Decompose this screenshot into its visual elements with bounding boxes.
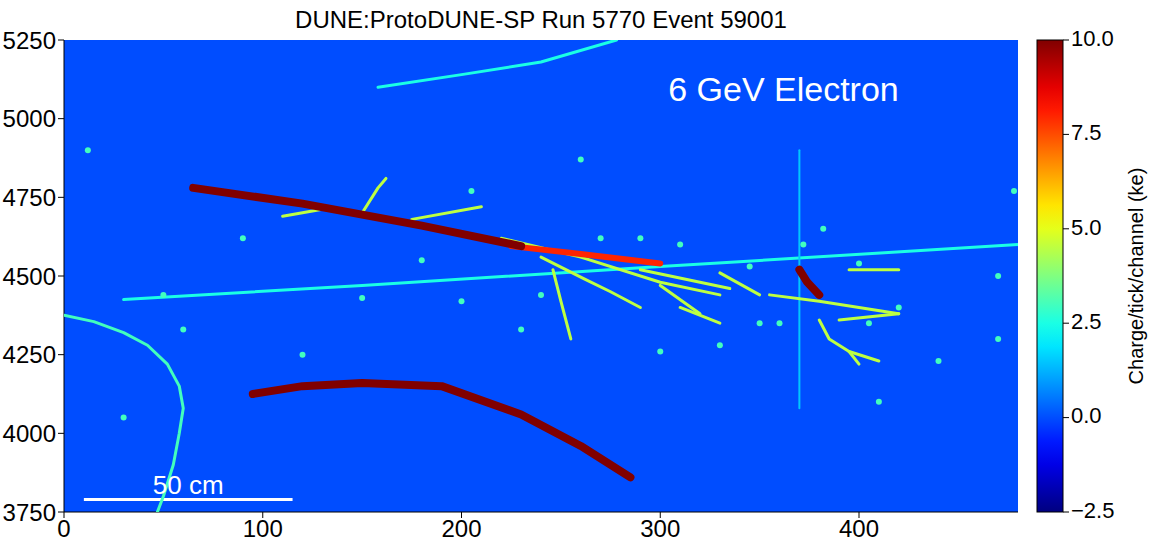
svg-text:10.0: 10.0 — [1071, 26, 1114, 51]
svg-text:4000: 4000 — [3, 420, 56, 447]
html-text:DUNE:ProtoDUNE-SP Run 5770 Eve: DUNE:ProtoDUNE-SP Run 5770 Event 59001 — [295, 6, 787, 33]
svg-text:400: 400 — [839, 515, 879, 542]
svg-text:4250: 4250 — [3, 341, 56, 368]
svg-text:100: 100 — [243, 515, 283, 542]
svg-text:300: 300 — [640, 515, 680, 542]
svg-text:2.5: 2.5 — [1071, 309, 1102, 334]
svg-text:200: 200 — [441, 515, 481, 542]
svg-text:0.0: 0.0 — [1071, 403, 1102, 428]
svg-text:3750: 3750 — [3, 499, 56, 526]
svg-text:4750: 4750 — [3, 184, 56, 211]
svg-text:−2.5: −2.5 — [1071, 498, 1114, 523]
svg-text:5.0: 5.0 — [1071, 215, 1102, 240]
svg-text:Charge/tick/channel (ke): Charge/tick/channel (ke) — [1125, 168, 1147, 385]
svg-text:50 cm: 50 cm — [153, 470, 224, 500]
svg-text:6 GeV Electron: 6 GeV Electron — [668, 70, 899, 108]
svg-text:5000: 5000 — [3, 105, 56, 132]
svg-text:0: 0 — [57, 515, 70, 542]
svg-text:5250: 5250 — [3, 27, 56, 54]
svg-text:4500: 4500 — [3, 263, 56, 290]
svg-text:7.5: 7.5 — [1071, 120, 1102, 145]
